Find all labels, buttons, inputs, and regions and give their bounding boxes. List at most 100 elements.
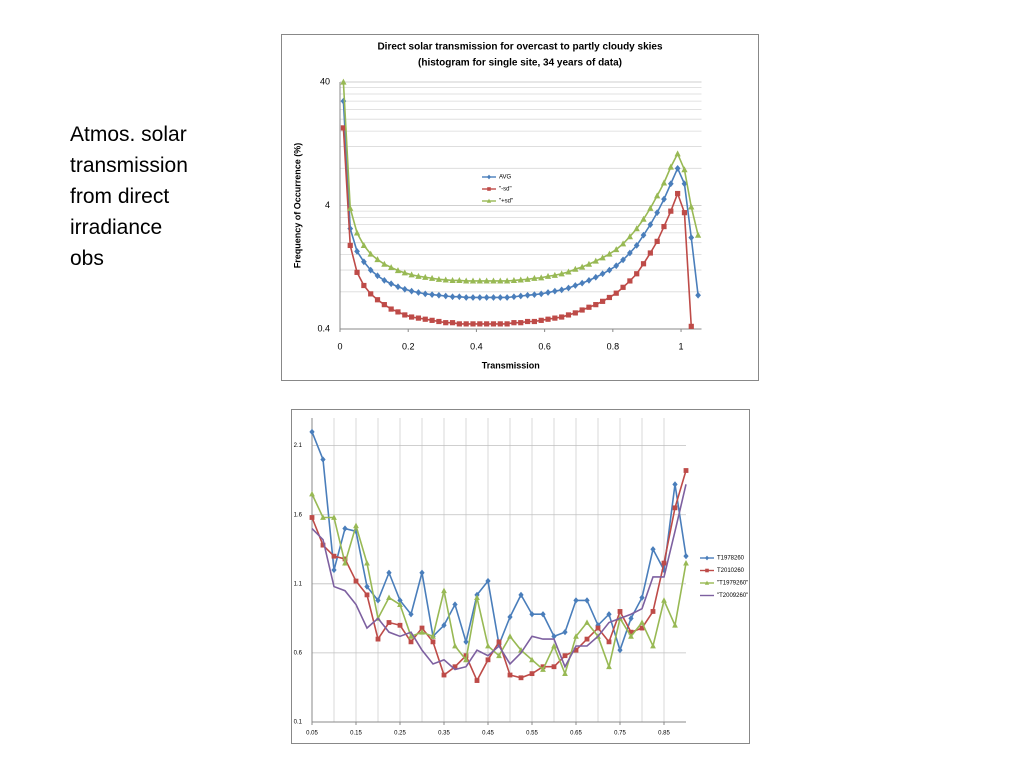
marker	[487, 187, 491, 191]
x-tick-label: 0.75	[614, 731, 626, 737]
marker	[660, 179, 668, 186]
marker	[353, 229, 361, 236]
marker	[565, 284, 572, 292]
marker	[675, 190, 681, 197]
marker	[586, 304, 592, 310]
x-tick-label: 0	[337, 341, 342, 351]
marker	[661, 597, 667, 603]
marker	[484, 321, 490, 327]
marker	[361, 258, 367, 266]
marker	[592, 257, 599, 264]
x-tick-label: 0.8	[607, 341, 620, 351]
marker	[441, 672, 447, 678]
marker	[388, 306, 394, 312]
marker	[490, 277, 497, 284]
marker	[654, 192, 661, 199]
marker	[452, 642, 458, 649]
marker	[639, 619, 645, 625]
marker	[441, 587, 447, 594]
marker	[449, 320, 456, 326]
marker	[436, 318, 442, 325]
marker	[544, 272, 552, 279]
marker	[674, 150, 681, 157]
marker	[402, 312, 408, 318]
x-tick-label: 0.05	[306, 731, 318, 737]
marker	[683, 468, 689, 473]
x-tick-label: 0.35	[438, 731, 450, 737]
x-axis-label: Transmission	[482, 360, 540, 370]
marker	[401, 285, 408, 293]
marker	[595, 625, 601, 631]
x-tick-label: 1	[679, 341, 684, 351]
marker	[551, 642, 557, 649]
marker	[628, 615, 634, 622]
marker	[476, 294, 483, 301]
marker	[354, 248, 360, 255]
marker	[309, 490, 315, 497]
marker	[442, 292, 449, 300]
marker	[654, 209, 661, 217]
y-tick-label: 1.1	[294, 581, 303, 587]
legend-label: "T2009260"	[717, 593, 748, 599]
marker	[443, 320, 449, 326]
marker	[361, 282, 367, 289]
marker	[408, 633, 414, 639]
marker	[470, 294, 476, 301]
x-tick-label: 0.25	[394, 731, 406, 737]
marker	[599, 270, 606, 278]
marker	[599, 254, 606, 261]
marker	[353, 522, 359, 529]
marker	[674, 164, 681, 172]
marker	[497, 294, 504, 301]
marker	[354, 269, 360, 275]
marker	[531, 318, 537, 325]
chart-frame	[291, 409, 750, 744]
marker	[474, 594, 480, 601]
marker	[647, 221, 654, 229]
marker	[441, 622, 447, 629]
marker	[683, 559, 689, 566]
marker	[584, 619, 590, 625]
marker	[529, 611, 535, 618]
marker	[487, 174, 491, 180]
marker	[408, 287, 415, 295]
marker	[504, 321, 510, 327]
marker	[409, 314, 415, 320]
marker	[415, 272, 422, 279]
marker	[573, 647, 579, 653]
marker	[374, 297, 381, 303]
marker	[683, 553, 689, 560]
marker	[517, 292, 524, 300]
marker	[476, 277, 483, 284]
marker	[497, 321, 503, 327]
marker	[620, 256, 626, 264]
marker	[545, 316, 551, 322]
marker	[367, 250, 374, 257]
marker	[477, 321, 483, 327]
marker	[579, 307, 585, 313]
marker	[368, 291, 374, 297]
marker	[681, 210, 688, 216]
x-tick-label: 0.4	[470, 341, 483, 351]
legend-label: T1978260	[717, 556, 745, 562]
marker	[397, 597, 403, 604]
marker	[640, 231, 647, 239]
marker	[551, 664, 557, 670]
marker	[429, 317, 435, 323]
marker	[331, 566, 337, 574]
marker	[695, 291, 701, 299]
marker	[442, 276, 449, 283]
marker	[529, 656, 535, 663]
slide-text: irradiance	[70, 216, 162, 239]
marker	[551, 287, 558, 295]
marker	[606, 266, 613, 274]
marker	[430, 639, 436, 645]
marker	[633, 242, 640, 249]
y-tick-label: 0.1	[294, 720, 303, 726]
marker	[490, 294, 497, 301]
marker	[394, 267, 402, 274]
marker	[640, 215, 647, 222]
marker	[704, 580, 710, 585]
marker	[408, 639, 414, 645]
y-axis-label: Frequency of Occurrence (%)	[292, 143, 302, 269]
